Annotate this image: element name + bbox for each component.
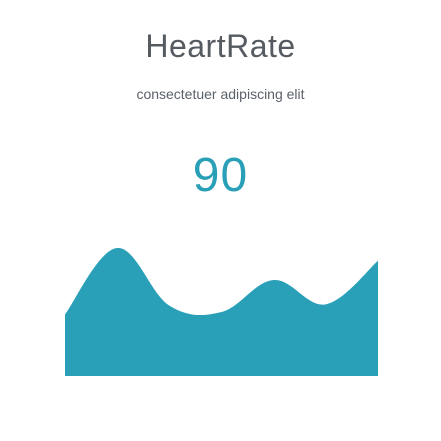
widget-title: HeartRate	[145, 28, 296, 64]
area-series-fill	[65, 248, 378, 376]
heart-rate-area-chart	[65, 248, 378, 376]
widget-subtitle: consectetuer adipiscing elit	[136, 86, 305, 102]
area-chart-svg	[65, 248, 378, 376]
heart-rate-value: 90	[192, 149, 249, 202]
